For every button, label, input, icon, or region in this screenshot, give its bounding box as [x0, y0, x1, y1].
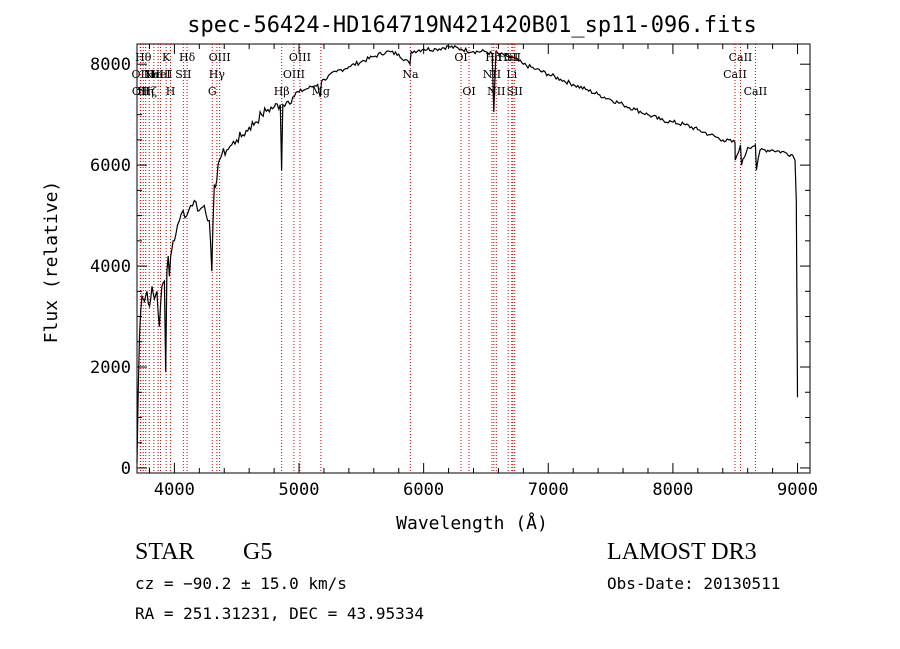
x-tick-label: 6000 — [403, 480, 444, 500]
y-tick-label: 0 — [121, 459, 131, 479]
x-tick-label: 8000 — [652, 480, 693, 500]
x-tick-label: 5000 — [279, 480, 320, 500]
y-tick-label: 4000 — [90, 257, 131, 277]
spectrum-line — [136, 44, 799, 463]
line-marker-label: Na — [402, 68, 419, 81]
y-tick-label: 2000 — [90, 358, 131, 378]
object-subclass: G5 — [243, 539, 273, 565]
line-marker-label: SII — [175, 68, 191, 81]
observation-date: Obs-Date: 20130511 — [607, 574, 781, 593]
emission-line-markers: OIIOIIHθHηHζHεNeIIIHeIKHSIIHδGHγOIIIHβOI… — [132, 44, 768, 473]
line-marker-label: OIII — [283, 68, 305, 81]
line-marker-label: Hδ — [179, 51, 196, 64]
line-marker-label: SII — [507, 85, 523, 98]
line-marker-label: CaII — [744, 85, 768, 98]
x-tick-label: 7000 — [528, 480, 569, 500]
line-marker-label: Hη — [138, 85, 154, 98]
y-tick-label: 6000 — [90, 156, 131, 176]
x-tick-label: 4000 — [154, 480, 195, 500]
line-marker-label: G — [208, 85, 217, 98]
x-axis-ticks: 4000 5000 6000 7000 8000 9000 — [148, 44, 818, 500]
line-marker-label: Hβ — [274, 85, 290, 98]
x-tick-label: 9000 — [777, 480, 818, 500]
redshift-value: cz = −90.2 ± 15.0 km/s — [135, 574, 347, 593]
line-marker-label: K — [162, 51, 171, 64]
line-marker-label: OIII — [209, 51, 231, 64]
y-axis-ticks: 0 2000 4000 6000 8000 — [90, 55, 810, 479]
line-marker-label: NII — [483, 68, 501, 81]
line-marker-label: H — [166, 85, 176, 98]
survey-name: LAMOST DR3 — [607, 539, 757, 565]
line-marker-label: Hζ — [141, 85, 157, 98]
sky-coordinates: RA = 251.31231, DEC = 43.95334 — [135, 604, 424, 623]
line-marker-label: OII — [132, 85, 150, 98]
line-marker-label: Hθ — [135, 51, 152, 64]
line-marker-label: Hγ — [209, 68, 226, 81]
line-marker-label: NII — [487, 85, 505, 98]
line-marker-label: CaII — [729, 51, 753, 64]
y-tick-label: 8000 — [90, 55, 131, 75]
line-marker-label: OI — [462, 85, 475, 98]
line-marker-label: CaII — [723, 68, 747, 81]
line-marker-label: NeIII — [143, 68, 172, 81]
plot-frame — [136, 43, 811, 474]
line-marker-label: OIII — [289, 51, 311, 64]
chart-title: spec-56424-HD164719N421420B01_sp11-096.f… — [187, 13, 757, 38]
x-axis-label: Wavelength (Å) — [396, 512, 548, 534]
y-axis-label: Flux (relative) — [41, 181, 62, 344]
line-marker-label: OI — [454, 51, 467, 64]
object-class: STAR — [135, 539, 195, 565]
line-marker-label: HeI — [150, 68, 170, 81]
line-marker-label: Li — [506, 68, 517, 81]
